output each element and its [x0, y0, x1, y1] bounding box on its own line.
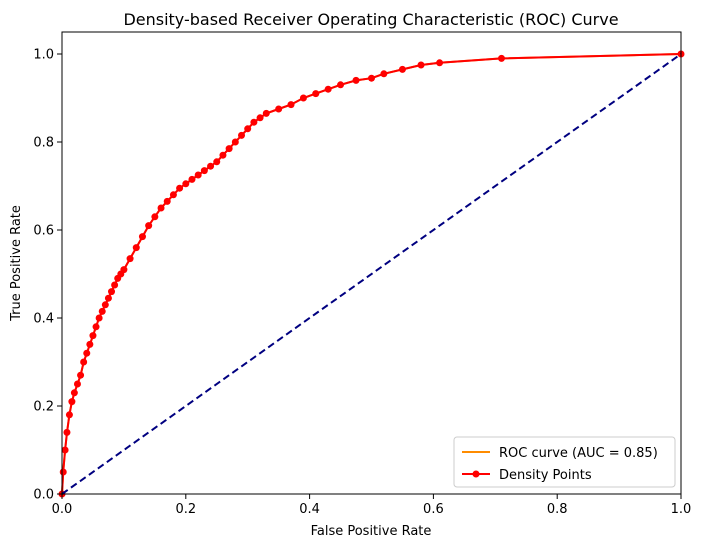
- density-point: [256, 114, 264, 122]
- density-point: [182, 180, 190, 188]
- density-point: [61, 446, 69, 454]
- density-point: [219, 151, 227, 159]
- density-point: [213, 158, 221, 166]
- density-point: [337, 81, 345, 89]
- density-point: [324, 85, 332, 93]
- density-point: [98, 307, 106, 315]
- density-point: [200, 167, 208, 175]
- legend: ROC curve (AUC = 0.85) Density Points: [453, 436, 676, 488]
- density-point: [151, 213, 159, 221]
- legend-marker-density: [472, 470, 480, 478]
- density-point: [299, 94, 307, 102]
- legend-box: [453, 436, 676, 488]
- density-point: [95, 314, 103, 322]
- x-tick-label: 0.2: [175, 502, 196, 517]
- x-tick-label: 0.0: [52, 502, 73, 517]
- density-point: [59, 468, 67, 476]
- density-point: [169, 191, 177, 199]
- density-point: [70, 389, 78, 397]
- density-point: [497, 54, 505, 62]
- x-tick-label: 0.4: [299, 502, 320, 517]
- density-point: [352, 76, 360, 84]
- density-point: [275, 105, 283, 113]
- density-point: [368, 74, 375, 82]
- density-point: [92, 323, 100, 331]
- density-point: [86, 340, 94, 348]
- density-point: [132, 244, 140, 252]
- density-point: [89, 332, 97, 340]
- density-point: [207, 162, 215, 170]
- density-point: [77, 371, 85, 379]
- plot-area: [58, 50, 685, 498]
- chart-title: Density-based Receiver Operating Charact…: [123, 10, 618, 29]
- density-point: [312, 90, 320, 98]
- density-point: [145, 222, 153, 230]
- density-point: [238, 131, 246, 139]
- diagonal-reference-line: [61, 53, 682, 495]
- density-point: [398, 65, 406, 73]
- y-tick-label: 0.6: [33, 224, 54, 239]
- density-point: [101, 301, 109, 309]
- y-axis-label: True Positive Rate: [9, 205, 24, 322]
- density-point: [176, 184, 184, 192]
- density-point: [262, 109, 270, 117]
- density-point: [194, 171, 202, 179]
- x-axis-ticks: 0.0 0.2 0.4 0.6 0.8 1.0: [52, 494, 692, 517]
- y-tick-label: 0.0: [33, 488, 54, 503]
- density-point: [287, 101, 295, 109]
- density-point: [83, 349, 91, 357]
- density-point: [68, 398, 76, 406]
- plot-frame: [61, 31, 682, 495]
- density-point: [417, 61, 425, 69]
- density-point: [80, 358, 88, 366]
- density-point: [225, 145, 233, 153]
- density-point: [244, 125, 252, 133]
- y-tick-label: 1.0: [33, 48, 54, 63]
- density-point: [63, 428, 71, 436]
- density-point: [380, 70, 388, 78]
- y-axis-ticks: 0.0 0.2 0.4 0.6 0.8 1.0: [33, 48, 62, 503]
- legend-label-density: Density Points: [499, 468, 592, 483]
- density-point: [65, 411, 73, 419]
- legend-label-roc: ROC curve (AUC = 0.85): [499, 446, 658, 461]
- density-point: [157, 204, 165, 212]
- density-point: [188, 175, 196, 183]
- density-point: [111, 281, 119, 289]
- density-point: [120, 266, 128, 274]
- density-point: [138, 233, 146, 241]
- density-point: [250, 118, 258, 126]
- x-tick-label: 0.6: [423, 502, 444, 517]
- density-point: [126, 255, 134, 263]
- density-point: [104, 294, 112, 302]
- density-point: [163, 197, 171, 205]
- x-tick-label: 0.8: [547, 502, 568, 517]
- density-point: [108, 288, 116, 296]
- density-point: [231, 138, 239, 146]
- y-tick-label: 0.2: [33, 400, 54, 415]
- x-tick-label: 1.0: [671, 502, 692, 517]
- x-axis-label: False Positive Rate: [311, 524, 432, 539]
- y-tick-label: 0.8: [33, 136, 54, 151]
- density-point: [73, 380, 81, 388]
- y-tick-label: 0.4: [33, 312, 54, 327]
- density-point: [436, 59, 444, 67]
